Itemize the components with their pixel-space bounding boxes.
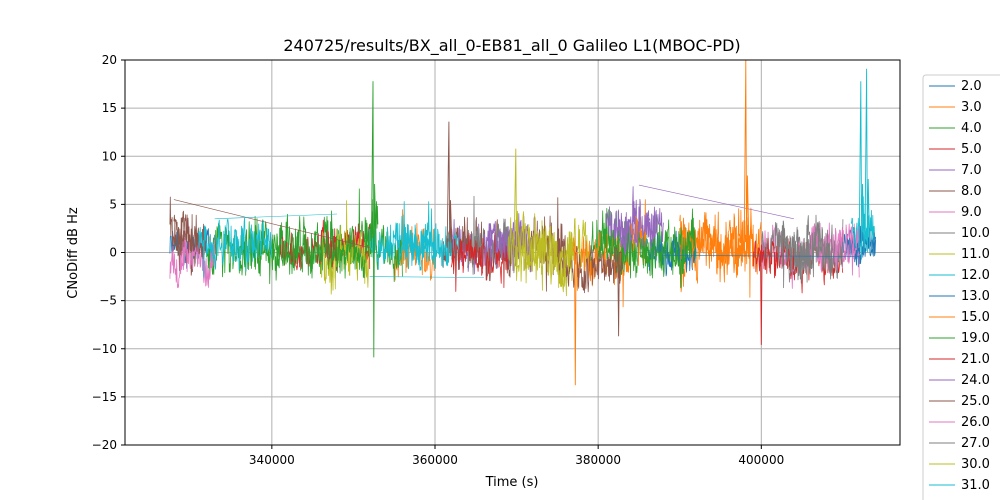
series-connector-31.0 bbox=[214, 213, 338, 220]
y-tick-label: −15 bbox=[92, 390, 117, 404]
series-line-31.0 bbox=[369, 201, 436, 271]
series-connector-8.0 bbox=[173, 199, 370, 248]
x-tick-label: 360000 bbox=[412, 453, 458, 467]
chart-title: 240725/results/BX_all_0-EB81_all_0 Galil… bbox=[283, 36, 740, 56]
series-line-31.0 bbox=[198, 217, 273, 278]
x-axis-label: Time (s) bbox=[485, 475, 539, 490]
series-line-7.0 bbox=[450, 213, 534, 275]
legend-label: 24.0 bbox=[961, 373, 990, 388]
legend-label: 9.0 bbox=[961, 205, 982, 220]
y-tick-label: 15 bbox=[102, 101, 117, 115]
series-line-25.0 bbox=[557, 238, 623, 294]
series-connector-13.0 bbox=[663, 255, 860, 257]
series-spike-12.0 bbox=[858, 81, 865, 253]
legend: 2.0 3.0 4.0 5.0 7.0 8.0 9.0 10.0 11.0 12.0 13.0 15.… bbox=[922, 74, 1000, 500]
series-line-12.0 bbox=[850, 196, 876, 260]
y-tick-label: −10 bbox=[92, 342, 117, 356]
series-spike-3.0 bbox=[572, 247, 578, 386]
legend-label: 26.0 bbox=[961, 415, 990, 430]
series-line-30.0 bbox=[508, 213, 575, 293]
y-tick-label: 20 bbox=[102, 53, 117, 67]
legend-label: 31.0 bbox=[961, 478, 990, 493]
y-tick-label: −5 bbox=[99, 294, 117, 308]
x-tick-label: 380000 bbox=[575, 453, 621, 467]
legend-label: 13.0 bbox=[961, 289, 990, 304]
series-spike-11.0 bbox=[513, 148, 520, 253]
legend-label: 8.0 bbox=[961, 184, 982, 199]
series-spike-8.0 bbox=[615, 247, 621, 337]
legend-label: 3.0 bbox=[961, 100, 982, 115]
series-line-24.0 bbox=[614, 198, 664, 256]
x-tick-label: 400000 bbox=[738, 453, 784, 467]
legend-label: 25.0 bbox=[961, 394, 990, 409]
legend-label: 7.0 bbox=[961, 163, 982, 178]
y-tick-label: 10 bbox=[102, 149, 117, 163]
legend-label: 15.0 bbox=[961, 310, 990, 325]
legend-label: 4.0 bbox=[961, 121, 982, 136]
series-spike-12.0 bbox=[864, 68, 871, 253]
legend-label: 10.0 bbox=[961, 226, 990, 241]
axis-ticks: 340000 360000 380000 400000 −20 −15 −10 −5 0 5 10 1… bbox=[92, 53, 785, 467]
y-tick-label: 0 bbox=[109, 246, 117, 260]
legend-label: 12.0 bbox=[961, 268, 990, 283]
series-spike-5.0 bbox=[758, 247, 764, 345]
x-tick-label: 340000 bbox=[249, 453, 295, 467]
legend-box bbox=[922, 74, 1000, 500]
series-line-9.0 bbox=[169, 218, 216, 289]
series-line-25.0 bbox=[173, 210, 207, 259]
series-spike-4.0 bbox=[370, 81, 377, 358]
legend-label: 11.0 bbox=[961, 247, 990, 262]
legend-label: 30.0 bbox=[961, 457, 990, 472]
series-connector-12.0 bbox=[369, 276, 484, 278]
series-line-21.0 bbox=[450, 232, 509, 292]
legend-label: 21.0 bbox=[961, 352, 990, 367]
plot-data bbox=[169, 59, 876, 386]
legend-label: 27.0 bbox=[961, 436, 990, 451]
series-spike-8.0 bbox=[446, 121, 453, 253]
legend-label: 2.0 bbox=[961, 79, 982, 94]
series-spike-3.0 bbox=[743, 59, 750, 253]
legend-label: 19.0 bbox=[961, 331, 990, 346]
y-tick-label: −20 bbox=[92, 438, 117, 452]
y-axis-label: CNoDiff dB Hz bbox=[66, 207, 81, 299]
y-tick-label: 5 bbox=[109, 197, 117, 211]
legend-label: 5.0 bbox=[961, 142, 982, 157]
series-connector-24.0 bbox=[638, 184, 794, 220]
